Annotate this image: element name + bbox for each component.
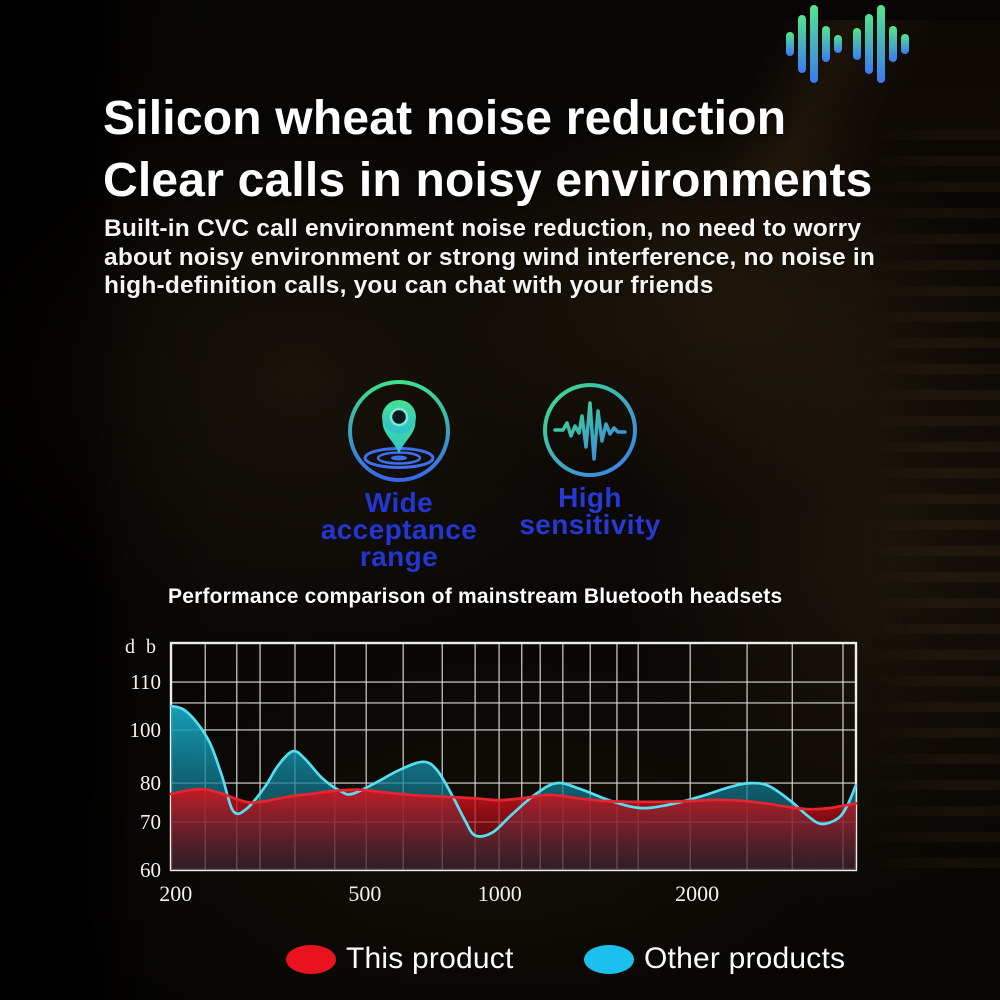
svg-text:60: 60 <box>140 858 161 882</box>
svg-text:2000: 2000 <box>675 881 719 906</box>
feature-label-high-sensitivity: High sensitivity <box>519 482 661 540</box>
legend-item-this-product: This product <box>286 942 513 976</box>
feature-high-sensitivity: High sensitivity <box>490 381 690 540</box>
headline-line-2: Clear calls in noisy environments <box>103 154 873 207</box>
headline: Silicon wheat noise reduction Clear call… <box>103 88 873 212</box>
svg-text:80: 80 <box>140 771 161 795</box>
svg-text:100: 100 <box>130 718 162 742</box>
svg-text:d b: d b <box>125 636 159 658</box>
chart-title: Performance comparison of mainstream Blu… <box>168 585 783 608</box>
waveform-bar <box>810 5 818 83</box>
description-line: Built-in CVC call environment noise redu… <box>104 215 862 242</box>
pulse-wave-icon <box>543 383 637 477</box>
waveform-bar <box>853 28 861 60</box>
waveform-bar <box>901 34 909 54</box>
audio-waveform-icon <box>786 4 909 84</box>
description: Built-in CVC call environment noise redu… <box>104 215 875 301</box>
legend-label: Other products <box>644 942 846 975</box>
svg-text:110: 110 <box>130 670 161 694</box>
svg-text:70: 70 <box>140 810 161 834</box>
waveform-bar <box>865 14 873 74</box>
waveform-bar <box>822 26 830 62</box>
legend-item-other-products: Other products <box>584 942 845 976</box>
location-pin-icon <box>348 380 450 482</box>
description-line: high-definition calls, you can chat with… <box>104 272 714 300</box>
legend-label: This product <box>346 942 514 975</box>
description-line: about noisy environment or strong wind i… <box>104 243 876 271</box>
legend-swatch-red <box>286 944 336 974</box>
svg-text:1000: 1000 <box>478 881 522 906</box>
waveform-bar <box>889 26 897 62</box>
waveform-bar <box>786 32 794 56</box>
feature-label-wide-acceptance: Wide acceptance range <box>320 487 478 572</box>
feature-wide-acceptance: Wide acceptance range <box>304 378 494 572</box>
headline-line-1: Silicon wheat noise reduction <box>103 92 787 145</box>
waveform-bar <box>834 35 842 53</box>
svg-text:200: 200 <box>159 881 192 906</box>
svg-text:500: 500 <box>348 881 381 906</box>
waveform-bar <box>798 15 806 73</box>
chart-legend: This product Other products <box>0 942 1000 982</box>
waveform-bar <box>877 5 885 83</box>
legend-swatch-cyan <box>584 944 634 974</box>
